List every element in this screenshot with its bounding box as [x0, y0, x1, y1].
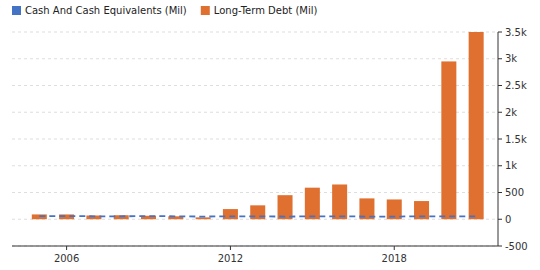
x-axis-line: [12, 246, 498, 247]
grid-line: [12, 85, 498, 86]
grid-line: [12, 112, 498, 113]
x-tick: [394, 246, 395, 250]
y-tick: [498, 165, 502, 166]
y-tick-label: -500: [505, 241, 528, 252]
grid-line: [12, 192, 498, 193]
bar: [332, 184, 347, 219]
chart: -500 0 500 1k 1.5k 2k 2.5k 3k 3.5k 2006 2012 2018 Ca…: [0, 0, 540, 270]
bar: [223, 209, 238, 219]
grid-line: [12, 58, 498, 59]
bar: [469, 32, 484, 219]
y-tick-label: 500: [505, 187, 524, 198]
y-tick: [498, 85, 502, 86]
data: [32, 32, 484, 219]
x-tick: [230, 246, 231, 250]
x-tick-label: 2012: [218, 253, 243, 264]
y-tick-label: 3k: [505, 53, 517, 64]
y-tick-label: 1k: [505, 160, 517, 171]
legend-swatch: [201, 6, 210, 15]
y-tick: [498, 32, 502, 33]
x-tick-label: 2018: [382, 253, 407, 264]
y-tick-label: 2.5k: [505, 80, 527, 91]
legend-item: Long-Term Debt (Mil): [201, 5, 318, 16]
y-tick: [498, 112, 502, 113]
legend: Cash And Cash Equivalents (Mil) Long-Term…: [12, 5, 317, 16]
y-tick-label: 3.5k: [505, 27, 527, 38]
axes: -500 0 500 1k 1.5k 2k 2.5k 3k 3.5k 2006 2012 2018: [12, 27, 528, 265]
y-axis-line: [498, 32, 499, 246]
y-tick: [498, 192, 502, 193]
grid-line: [12, 165, 498, 166]
bar: [441, 61, 456, 219]
grid-line: [12, 32, 498, 33]
y-tick: [498, 246, 502, 247]
bar: [305, 188, 320, 220]
grid: [12, 32, 498, 246]
y-tick: [498, 139, 502, 140]
x-tick: [66, 246, 67, 250]
x-tick-label: 2006: [54, 253, 79, 264]
y-tick-label: 1.5k: [505, 134, 527, 145]
grid-line: [12, 139, 498, 140]
legend-item: Cash And Cash Equivalents (Mil): [12, 5, 187, 16]
y-tick: [498, 219, 502, 220]
legend-label: Cash And Cash Equivalents (Mil): [25, 5, 187, 16]
legend-swatch: [12, 6, 21, 15]
grid-line: [12, 246, 498, 247]
y-tick-label: 2k: [505, 107, 517, 118]
y-tick: [498, 58, 502, 59]
bar: [196, 217, 211, 219]
legend-label: Long-Term Debt (Mil): [214, 5, 318, 16]
y-tick-label: 0: [505, 214, 511, 225]
line: [39, 215, 476, 217]
